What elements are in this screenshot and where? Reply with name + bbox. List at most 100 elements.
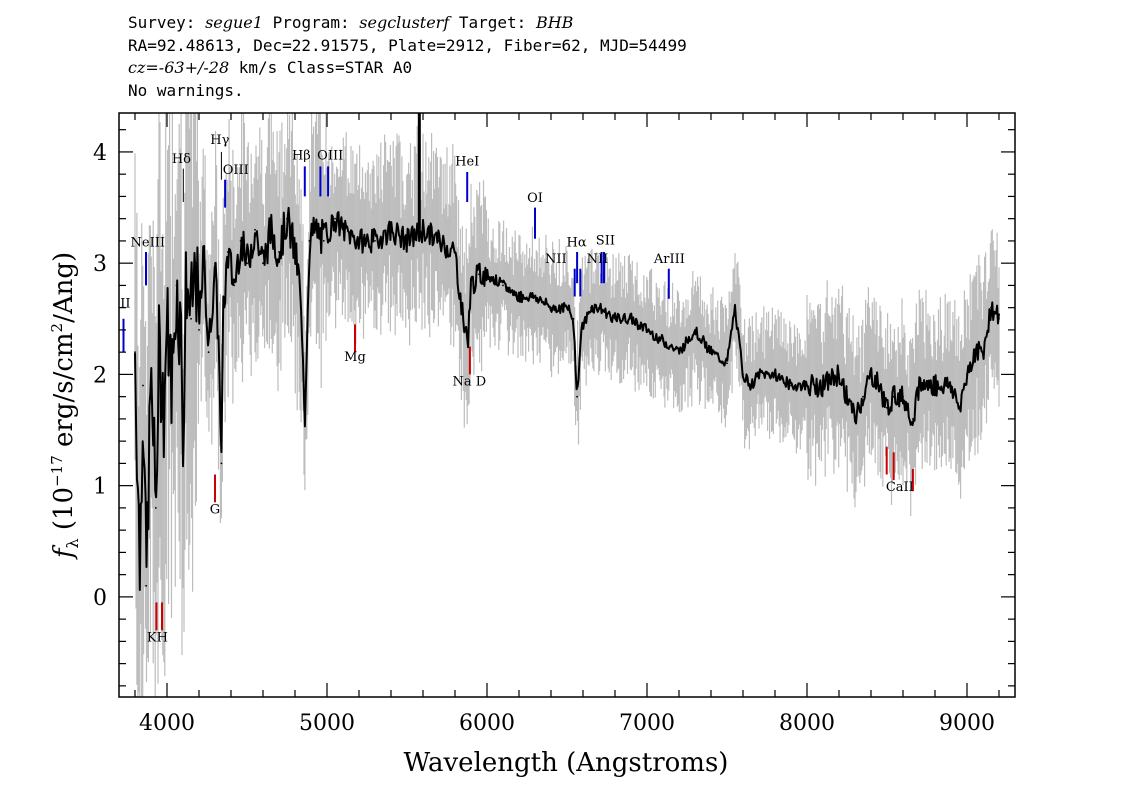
flux-point (806, 384, 808, 387)
flux-point (334, 217, 336, 220)
flux-point (154, 507, 157, 509)
flux-point (198, 329, 200, 331)
axis-ticks-layer: 4000 5000 6000 7000 8000 9000 0 1 2 3 4 (93, 113, 1015, 736)
plot-border (118, 112, 1016, 698)
y-axis-exp2: 2 (48, 323, 66, 333)
flux-point (202, 251, 205, 253)
cz-value: -63+/-28 (158, 58, 230, 77)
flux-point (182, 440, 185, 443)
flux-point (278, 251, 280, 253)
y-axis-close: /Ang) (49, 252, 79, 323)
flux-point (862, 395, 864, 398)
y-axis-exp: −17 (48, 455, 66, 487)
flux-point (566, 306, 568, 309)
survey-key: Survey: (128, 13, 206, 32)
target-key: Target: (449, 13, 536, 32)
flux-point (226, 251, 229, 253)
flux-point (190, 317, 192, 320)
flux-point (646, 329, 648, 331)
flux-layer (134, 113, 1000, 591)
line-label: NII (545, 252, 567, 267)
flux-point (134, 351, 136, 354)
flux-point (294, 251, 296, 253)
flux-point (194, 262, 197, 265)
line-label: OIII (223, 163, 249, 178)
flux-point (358, 240, 360, 242)
flux-point (207, 351, 210, 354)
flux-point (466, 340, 469, 342)
flux-point (902, 395, 904, 398)
flux-point (175, 284, 178, 287)
line-label: NeIII (131, 236, 165, 251)
line-label: SII (596, 233, 615, 248)
flux-point (885, 406, 888, 409)
line-label: G (210, 503, 220, 518)
flux-point (774, 373, 776, 376)
flux-point (742, 373, 744, 376)
flux-point (950, 384, 952, 387)
flux-point (246, 262, 248, 265)
flux-point (142, 384, 144, 387)
flux-point (390, 228, 392, 231)
line-label: OIII (317, 149, 343, 164)
flux-point (254, 228, 256, 231)
flux-point (550, 306, 552, 309)
flux-point (180, 340, 183, 342)
flux-point (758, 373, 760, 376)
flux-point (572, 317, 575, 320)
flux-point (892, 395, 895, 398)
flux-point (694, 329, 696, 331)
flux-point (822, 384, 824, 387)
cz-key: cz= (128, 58, 159, 77)
y-axis-open: (10 (49, 487, 79, 539)
flux-point (974, 351, 976, 354)
flux-point (982, 351, 984, 354)
flux-point (233, 284, 236, 287)
flux-point (958, 406, 960, 409)
line-label: Hδ (172, 152, 191, 167)
flux-point (630, 317, 632, 320)
flux-point (138, 562, 141, 565)
flux-point (239, 240, 242, 242)
flux-point (166, 317, 168, 320)
flux-point (912, 418, 914, 420)
flux-point (314, 228, 317, 231)
flux-point (214, 262, 216, 265)
flux-point (374, 240, 376, 242)
line-label: Hγ (210, 133, 229, 148)
y-axis-title: fλ (10−17 erg/s/cm2/Ang) (48, 252, 82, 560)
line-label: CaII (886, 480, 914, 495)
flux-point (262, 262, 264, 265)
flux-point (145, 584, 148, 587)
flux-point (222, 317, 224, 320)
line-label: NII (587, 252, 609, 267)
header-line-warnings: No warnings. (128, 80, 244, 100)
flux-point (590, 306, 592, 309)
flux-point (598, 306, 600, 309)
flux-point (838, 373, 840, 376)
line-label: ArIII (653, 252, 685, 267)
flux-point (220, 462, 223, 465)
y-axis-mid: erg/s/cm (49, 332, 79, 455)
line-label: Hα (567, 236, 587, 251)
line-label: KH (147, 630, 168, 645)
flux-point (454, 251, 456, 253)
line-label: HeI (455, 154, 479, 169)
x-tick-label: 7000 (619, 711, 675, 736)
flux-point (854, 418, 856, 420)
flux-point (726, 362, 728, 365)
y-tick-label: 4 (93, 141, 107, 166)
flux-point (614, 317, 616, 320)
flux-point (270, 228, 272, 231)
y-axis-lambda: λ (63, 538, 82, 548)
flux-point (286, 217, 288, 220)
line-label: Hβ (292, 149, 311, 164)
flux-point (870, 373, 872, 376)
flux-point (162, 406, 165, 409)
x-tick-label: 8000 (779, 711, 835, 736)
x-tick-label: 6000 (459, 711, 515, 736)
flux-point (470, 284, 472, 287)
line-label: OI (527, 191, 543, 206)
flux-point (303, 418, 306, 420)
